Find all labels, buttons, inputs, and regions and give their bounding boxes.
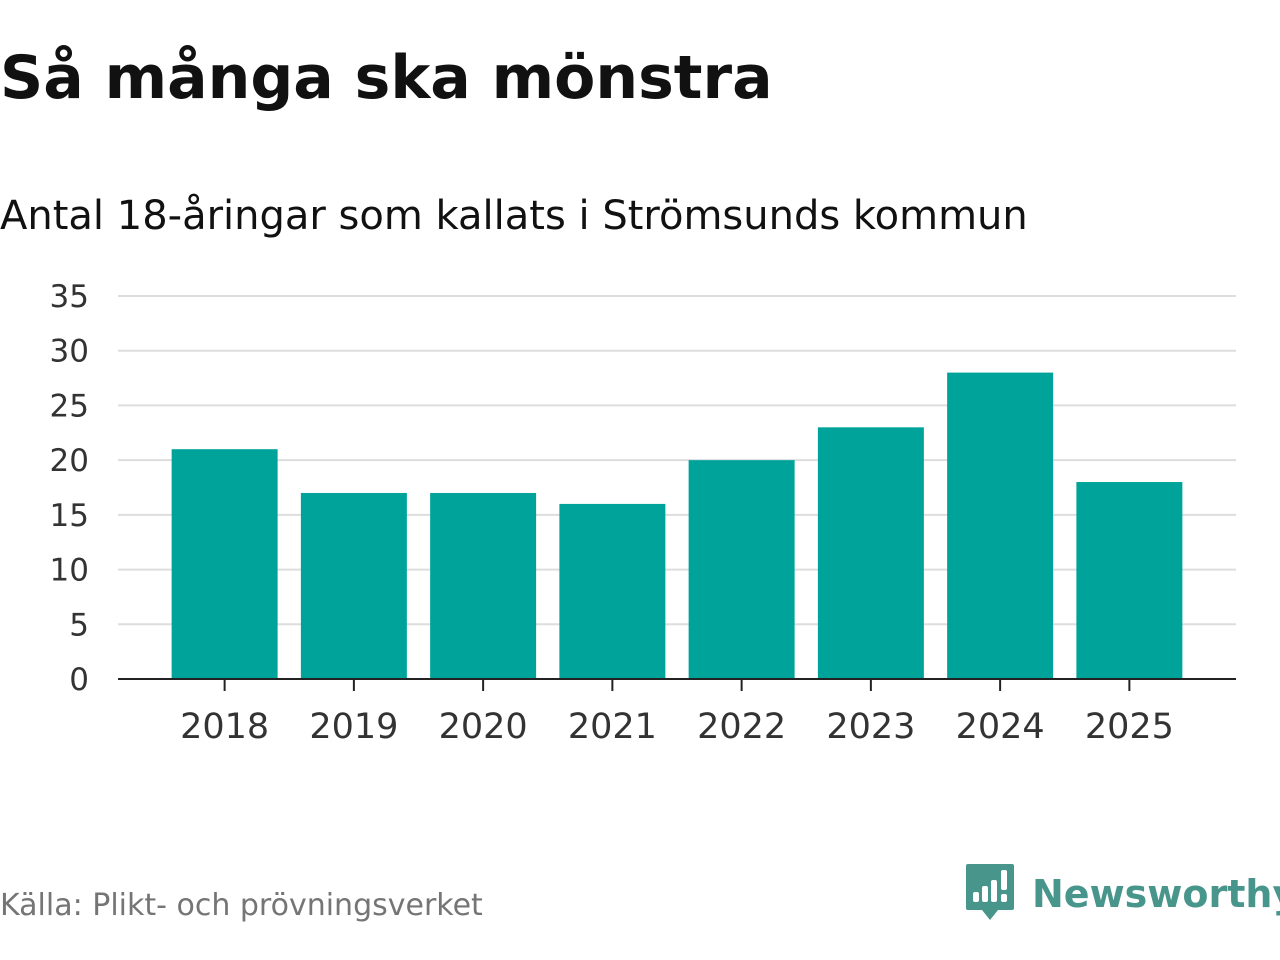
y-tick-label: 20 bbox=[50, 443, 89, 479]
chart-title: Så många ska mönstra bbox=[0, 43, 773, 113]
y-tick-label: 25 bbox=[50, 388, 89, 424]
x-tick-label: 2021 bbox=[568, 707, 657, 747]
y-tick-label: 10 bbox=[50, 553, 89, 589]
grid-lines bbox=[118, 295, 1236, 626]
x-tick-label: 2019 bbox=[309, 707, 398, 747]
y-tick-label: 5 bbox=[69, 607, 89, 643]
chart-subtitle: Antal 18-åringar som kallats i Strömsund… bbox=[0, 193, 1028, 239]
y-tick-label: 30 bbox=[50, 334, 89, 370]
x-tick-label: 2024 bbox=[956, 707, 1045, 747]
bar-2019 bbox=[300, 492, 407, 679]
bar-2024 bbox=[947, 372, 1054, 679]
bar-2020 bbox=[430, 492, 537, 679]
x-tick-label: 2023 bbox=[826, 707, 915, 747]
x-tick-label: 2020 bbox=[439, 707, 528, 747]
x-tick-label: 2018 bbox=[180, 707, 269, 747]
bar-2018 bbox=[171, 449, 278, 679]
source-note: Källa: Plikt- och prövningsverket bbox=[0, 888, 483, 923]
bar-2025 bbox=[1076, 482, 1183, 679]
x-axis-ticks: 2018 2019 2020 2021 2022 2023 2024 2025 bbox=[180, 679, 1174, 747]
bar-2021 bbox=[559, 503, 666, 679]
y-tick-label: 0 bbox=[69, 662, 89, 698]
y-tick-label: 15 bbox=[50, 498, 89, 534]
bars bbox=[171, 372, 1183, 679]
brand: Newsworthy bbox=[964, 862, 1280, 926]
bar-2022 bbox=[688, 460, 795, 679]
y-tick-label: 35 bbox=[50, 279, 89, 315]
x-tick-label: 2022 bbox=[697, 707, 786, 747]
x-tick-label: 2025 bbox=[1085, 707, 1174, 747]
bar-2023 bbox=[817, 427, 924, 679]
newsworthy-logo-icon bbox=[966, 864, 1014, 920]
brand-name: Newsworthy bbox=[1032, 872, 1280, 916]
y-axis-ticks: 0 5 10 15 20 25 30 35 bbox=[50, 279, 89, 698]
